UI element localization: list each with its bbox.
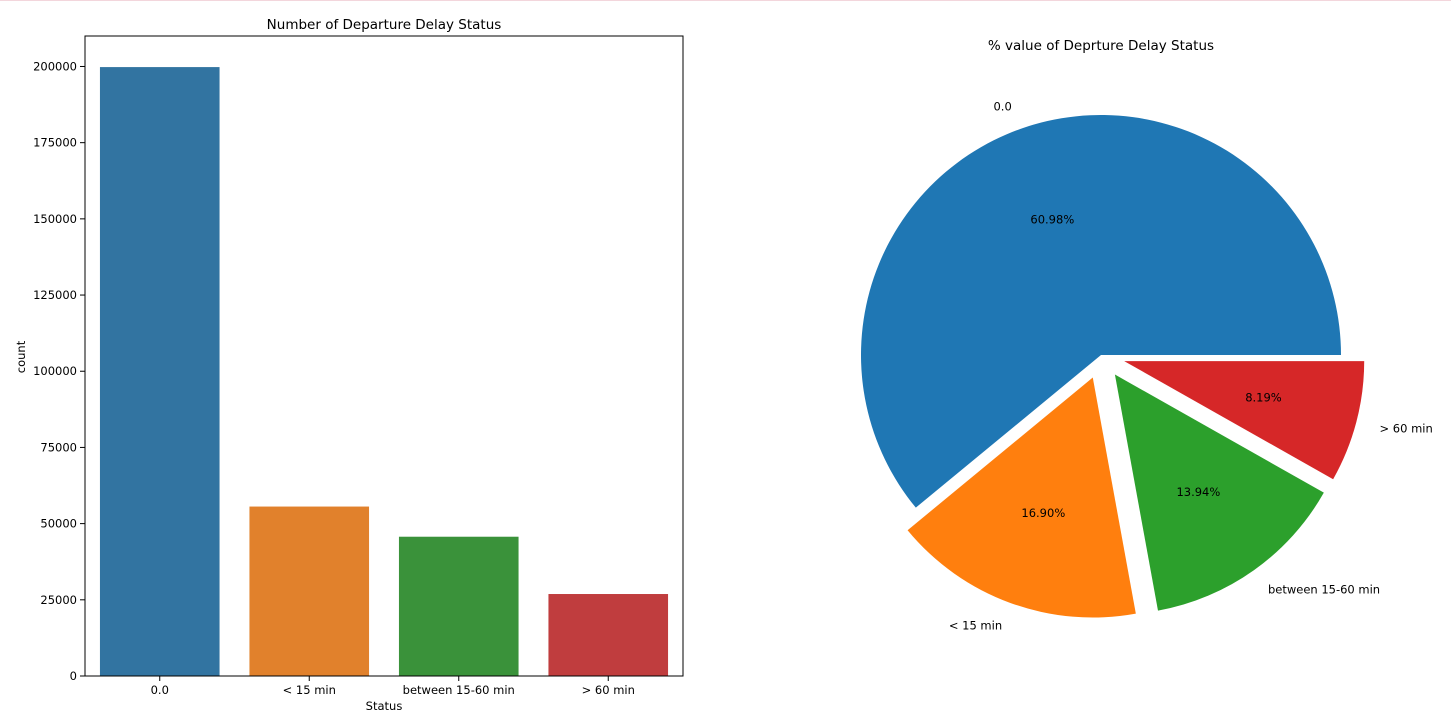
pie-wedge: [907, 377, 1136, 618]
pie-category-label: between 15-60 min: [1268, 583, 1380, 597]
x-axis-ticks: 0.0 < 15 min between 15-60 min > 60 min: [151, 676, 635, 697]
pie-wedge: [1114, 374, 1324, 611]
x-tick-label: > 60 min: [582, 683, 635, 697]
pie-chart-title: % value of Deprture Delay Status: [988, 38, 1214, 54]
x-tick-label: between 15-60 min: [403, 683, 515, 697]
y-axis-ticks: 0 25000 50000 75000 100000 125000 150000 175000…: [33, 59, 85, 683]
y-axis-label: count: [14, 340, 28, 373]
pie-wedges: [860, 115, 1365, 618]
y-tick-label: 25000: [40, 593, 77, 607]
pie-category-label: > 60 min: [1380, 421, 1433, 435]
pie-category-label: 0.0: [993, 100, 1011, 114]
bar: [548, 594, 669, 676]
y-tick-label: 125000: [33, 288, 77, 302]
y-tick-label: 200000: [33, 59, 77, 73]
y-tick-label: 100000: [33, 364, 77, 378]
bar: [99, 67, 220, 677]
y-tick-label: 175000: [33, 136, 77, 150]
x-tick-label: < 15 min: [283, 683, 336, 697]
x-tick-label: 0.0: [151, 683, 169, 697]
pie-percent-label: 16.90%: [1021, 506, 1065, 520]
bar-axes-frame: [84, 35, 684, 677]
y-tick-label: 75000: [40, 440, 77, 454]
y-tick-label: 150000: [33, 212, 77, 226]
pie-wedge: [860, 115, 1341, 508]
bars: [99, 67, 669, 677]
y-tick-label: 50000: [40, 517, 77, 531]
x-axis-label: Status: [366, 699, 403, 713]
bar: [249, 506, 370, 676]
pie-labels: 60.98% 0.0 16.90% < 15 min 13.94% between 15-…: [949, 100, 1433, 633]
y-tick-label: 0: [70, 669, 77, 683]
pie-percent-label: 60.98%: [1030, 212, 1074, 226]
bar-chart: Number of Departure Delay Status 0 25000 5…: [14, 17, 684, 713]
pie-percent-label: 13.94%: [1176, 485, 1220, 499]
bar: [398, 536, 519, 676]
pie-category-label: < 15 min: [949, 618, 1002, 632]
pie-wedge: [1124, 361, 1365, 480]
pie-percent-label: 8.19%: [1245, 391, 1282, 405]
bar-chart-title: Number of Departure Delay Status: [267, 17, 502, 33]
top-divider: [0, 0, 1451, 1]
